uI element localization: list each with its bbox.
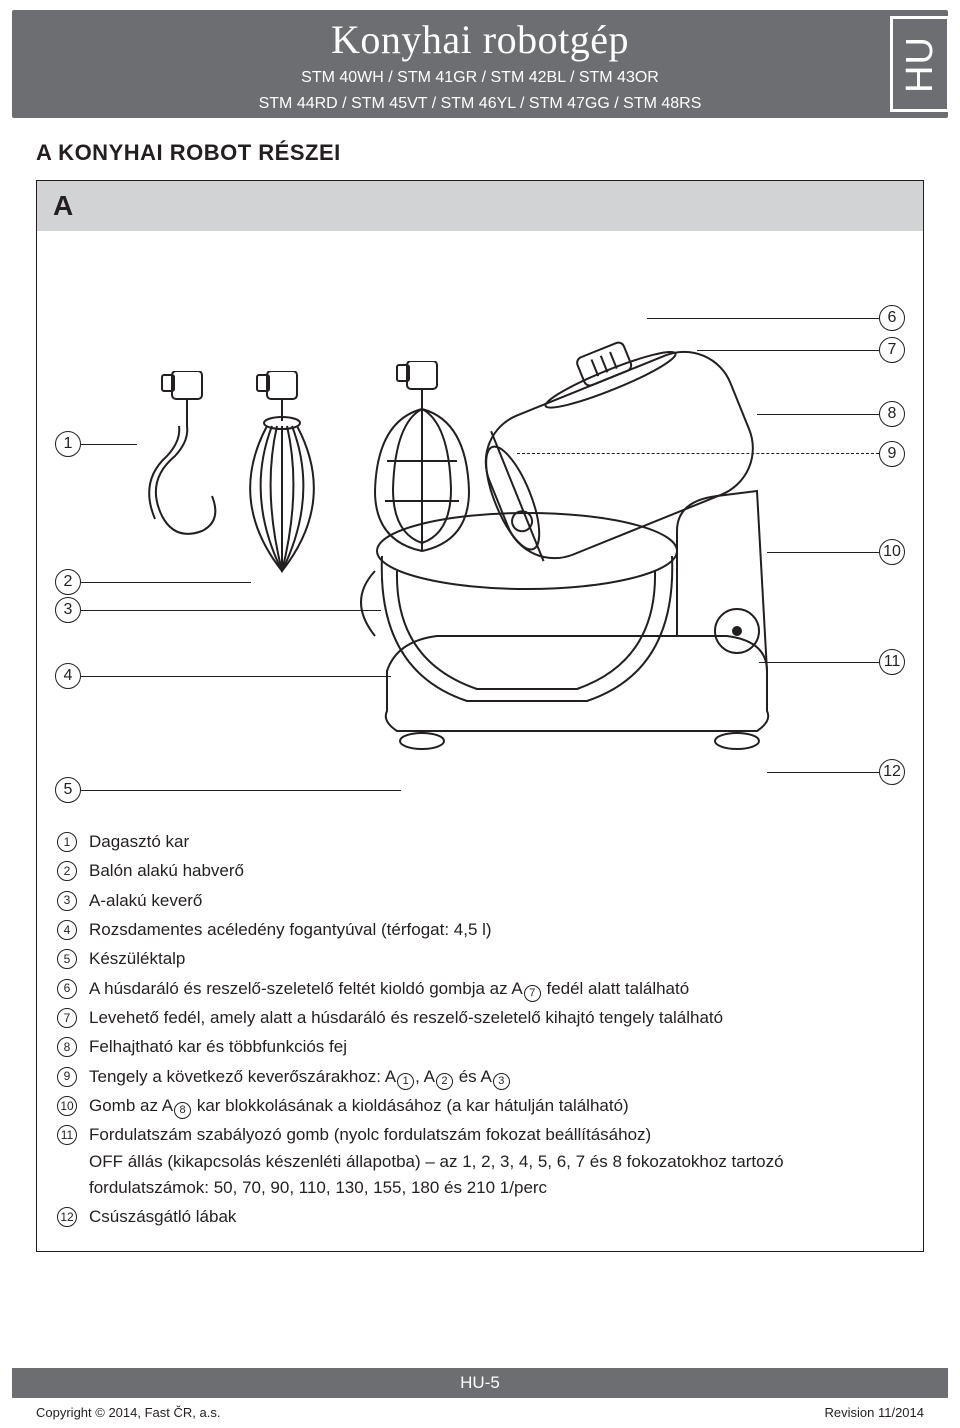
legend-num: 2	[57, 861, 77, 881]
leader-5	[81, 790, 401, 791]
leader-7	[697, 350, 879, 351]
leader-6	[647, 318, 879, 319]
callout-12: 12	[879, 759, 905, 785]
leader-11	[759, 662, 879, 663]
leader-10	[767, 552, 879, 553]
legend-num: 7	[57, 1008, 77, 1028]
legend-row: 10 Gomb az A8 kar blokkolásának a kioldás…	[57, 1093, 903, 1119]
legend-num: 4	[57, 920, 77, 940]
inline-ref-1: 1	[397, 1073, 414, 1090]
beater-illustration	[357, 361, 487, 561]
legend-text: A húsdaráló és reszelő-szeletelő feltét …	[89, 976, 903, 1002]
leader-8	[757, 414, 879, 415]
legend-num: 6	[57, 979, 77, 999]
legend-text: Készüléktalp	[89, 946, 903, 972]
callout-4: 4	[55, 663, 81, 689]
leader-2	[81, 582, 251, 583]
title-strip: Konyhai robotgép STM 40WH / STM 41GR / S…	[12, 10, 948, 118]
product-title: Konyhai robotgép	[12, 16, 948, 63]
diagram-area: 1 2 3 4 5 6 7 8 9 10 11 12	[37, 231, 923, 821]
page-number: HU-5	[460, 1373, 500, 1392]
legend-row: 8 Felhajtható kar és többfunkciós fej	[57, 1034, 903, 1060]
callout-7: 7	[879, 337, 905, 363]
inline-ref-2: 2	[436, 1073, 453, 1090]
leader-1	[81, 444, 137, 445]
legend-text: Dagasztó kar	[89, 829, 903, 855]
leader-12	[767, 772, 879, 773]
inline-ref-3: 3	[493, 1073, 510, 1090]
legend-row: 12 Csúszásgátló lábak	[57, 1204, 903, 1230]
legend-text: A-alakú keverő	[89, 888, 903, 914]
inline-ref-7: 7	[524, 985, 541, 1002]
legend-text: Felhajtható kar és többfunkciós fej	[89, 1034, 903, 1060]
leader-4	[81, 676, 391, 677]
legend-num: 8	[57, 1037, 77, 1057]
legend-text: Csúszásgátló lábak	[89, 1204, 903, 1230]
legend-num: 9	[57, 1067, 77, 1087]
legend-num: 11	[57, 1125, 77, 1145]
legend-row: 11 Fordulatszám szabályozó gomb (nyolc fo…	[57, 1122, 903, 1201]
legend-row: 3 A-alakú keverő	[57, 888, 903, 914]
legend-num: 3	[57, 891, 77, 911]
model-line-2: STM 44RD / STM 45VT / STM 46YL / STM 47G…	[12, 93, 948, 115]
footer-page-bar: HU-5	[12, 1368, 948, 1398]
legend-row: 7 Levehető fedél, amely alatt a húsdaráló…	[57, 1005, 903, 1031]
legend-row: 1 Dagasztó kar	[57, 829, 903, 855]
callout-1: 1	[55, 431, 81, 457]
legend-text: Tengely a következő keverőszárakhoz: A1,…	[89, 1064, 903, 1090]
legend-row: 5 Készüléktalp	[57, 946, 903, 972]
legend-text: Balón alakú habverő	[89, 858, 903, 884]
figure-label: A	[53, 190, 73, 222]
callout-11: 11	[879, 649, 905, 675]
callout-5: 5	[55, 777, 81, 803]
callout-6: 6	[879, 305, 905, 331]
legend-row: 6 A húsdaráló és reszelő-szeletelő feltét…	[57, 976, 903, 1002]
legend-num: 5	[57, 949, 77, 969]
legend-num: 1	[57, 832, 77, 852]
inline-ref-8: 8	[174, 1102, 191, 1119]
legend-num: 12	[57, 1207, 77, 1227]
figure-box: A	[36, 180, 924, 1252]
leader-dashed-9	[517, 453, 879, 454]
section-heading: A KONYHAI ROBOT RÉSZEI	[36, 140, 924, 166]
language-code: HU	[899, 36, 942, 93]
legend-text: Levehető fedél, amely alatt a húsdaráló …	[89, 1005, 903, 1031]
legend-list: 1 Dagasztó kar 2 Balón alakú habverő 3 A-al…	[37, 821, 923, 1231]
legend-text: Gomb az A8 kar blokkolásának a kioldásáh…	[89, 1093, 903, 1119]
legend-row: 4 Rozsdamentes acéledény fogantyúval (tér…	[57, 917, 903, 943]
legend-row: 2 Balón alakú habverő	[57, 858, 903, 884]
callout-9: 9	[879, 441, 905, 467]
callout-10: 10	[879, 539, 905, 565]
callout-3: 3	[55, 597, 81, 623]
callout-2: 2	[55, 569, 81, 595]
legend-text: Fordulatszám szabályozó gomb (nyolc ford…	[89, 1122, 903, 1201]
callout-8: 8	[879, 401, 905, 427]
legend-text: Rozsdamentes acéledény fogantyúval (térf…	[89, 917, 903, 943]
legend-row: 9 Tengely a következő keverőszárakhoz: A1…	[57, 1064, 903, 1090]
whisk-illustration	[217, 371, 347, 581]
legend-num: 10	[57, 1096, 77, 1116]
figure-label-bar: A	[37, 181, 923, 231]
header-bar: Konyhai robotgép STM 40WH / STM 41GR / S…	[12, 10, 948, 118]
model-line-1: STM 40WH / STM 41GR / STM 42BL / STM 43O…	[12, 67, 948, 89]
language-tab: HU	[890, 16, 950, 112]
leader-3	[81, 610, 381, 611]
